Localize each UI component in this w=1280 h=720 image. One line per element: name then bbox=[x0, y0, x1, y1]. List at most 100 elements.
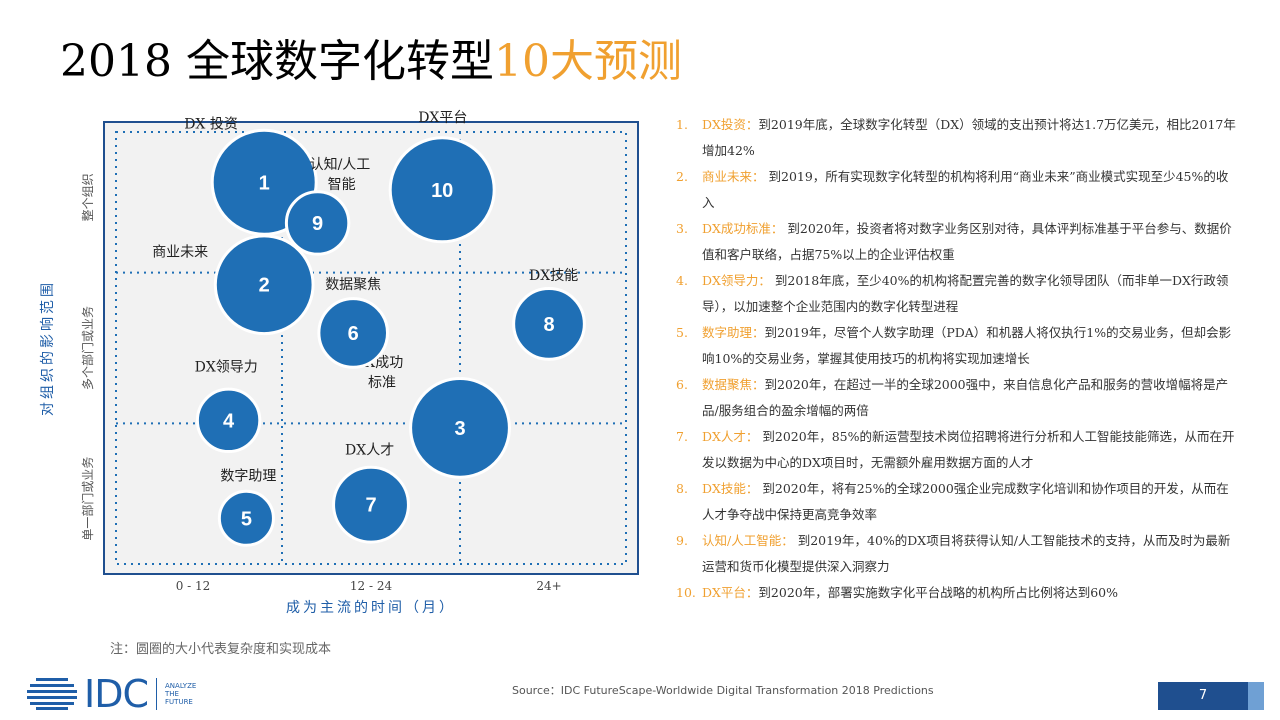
bubble-8 bbox=[512, 287, 586, 361]
idc-globe-icon bbox=[27, 678, 77, 710]
bubble-label: DX领导力 bbox=[195, 359, 258, 375]
prediction-item: 10. DX平台：到2020年，部署实施数字化平台战略的机构所占比例将达到60% bbox=[676, 580, 1236, 606]
prediction-heading: DX技能： bbox=[702, 481, 759, 496]
idc-wordmark: IDC bbox=[84, 672, 149, 716]
prediction-item: 1. DX投资：到2019年底，全球数字化转型（DX）领域的支出预计将达1.7万亿… bbox=[676, 112, 1236, 164]
bubble-5 bbox=[217, 489, 275, 547]
prediction-heading: DX成功标准： bbox=[702, 221, 784, 236]
bubble-number: 9 bbox=[312, 213, 323, 235]
prediction-item: 2. 商业未来： 到2019，所有实现数字化转型的机构将利用“商业未来”商业模式实… bbox=[676, 164, 1236, 216]
prediction-heading: DX人才： bbox=[702, 429, 759, 444]
y-tick-label: 整个组织 bbox=[80, 173, 95, 221]
prediction-item: 7. DX人才： 到2020年，85%的新运营型技术岗位招聘将进行分析和人工智能技… bbox=[676, 424, 1236, 476]
bubble-chart: 0 - 12 12 - 24 24+ 成为主流的时间（月） 单一部门或业务多个部门或业务… bbox=[39, 110, 639, 616]
prediction-item: 4. DX领导力： 到2018年底，至少40%的机构将配置完善的数字化领导团队（而… bbox=[676, 268, 1236, 320]
prediction-item: 5. 数字助理：到2019年，尽管个人数字助理（PDA）和机器人将仅执行1%的交易… bbox=[676, 320, 1236, 372]
x-tick-label: 0 - 12 bbox=[176, 579, 211, 593]
prediction-description: 到2018年底，至少40%的机构将配置完善的数字化领导团队（而非单一DX行政领导… bbox=[702, 273, 1229, 314]
bubble-number: 8 bbox=[543, 314, 554, 336]
bubble-number: 2 bbox=[259, 275, 270, 297]
prediction-text: DX平台：到2020年，部署实施数字化平台战略的机构所占比例将达到60% bbox=[702, 580, 1236, 606]
y-axis-label: 对组织的影响范围 bbox=[39, 280, 56, 416]
x-tick-label: 12 - 24 bbox=[350, 579, 393, 593]
bubble-3 bbox=[409, 376, 511, 479]
bubble-label: 认知/人工 bbox=[310, 156, 371, 173]
prediction-text: DX领导力： 到2018年底，至少40%的机构将配置完善的数字化领导团队（而非单… bbox=[702, 268, 1236, 320]
bubble-label: DX 投资 bbox=[184, 116, 238, 132]
prediction-heading: DX领导力： bbox=[702, 273, 771, 288]
prediction-item: 9. 认知/人工智能： 到2019年，40%的DX项目将获得认知/人工智能技术的支… bbox=[676, 528, 1236, 580]
prediction-description: 到2020年，85%的新运营型技术岗位招聘将进行分析和人工智能技能筛选，从而在开… bbox=[702, 429, 1235, 470]
title-main: 2018 全球数字化转型 bbox=[60, 36, 494, 87]
prediction-item: 8. DX技能： 到2020年，将有25%的全球2000强企业完成数字化培训和协作… bbox=[676, 476, 1236, 528]
logo-tagline: ANALYZE THE FUTURE bbox=[165, 682, 197, 706]
page-title: 2018 全球数字化转型10大预测 bbox=[60, 34, 682, 90]
prediction-text: 数据聚焦：到2020年，在超过一半的全球2000强中，来自信息化产品和服务的营收… bbox=[702, 372, 1236, 424]
bubble-10 bbox=[388, 136, 496, 244]
prediction-number: 3. bbox=[676, 221, 688, 236]
prediction-number: 10. bbox=[676, 585, 696, 600]
title-highlight: 10大预测 bbox=[493, 36, 682, 87]
x-tick-label: 24+ bbox=[536, 579, 561, 593]
page-number-bar: 7 bbox=[1158, 682, 1264, 710]
prediction-description: 到2019年底，全球数字化转型（DX）领域的支出预计将达1.7万亿美元，相比20… bbox=[702, 117, 1236, 158]
prediction-heading: 数字助理： bbox=[702, 325, 765, 340]
bubble-number: 4 bbox=[223, 410, 235, 432]
page-bar-accent bbox=[1248, 682, 1264, 710]
bubble-label: 数据聚焦 bbox=[325, 277, 381, 293]
prediction-description: 到2020年，部署实施数字化平台战略的机构所占比例将达到60% bbox=[758, 585, 1119, 600]
prediction-text: 数字助理：到2019年，尽管个人数字助理（PDA）和机器人将仅执行1%的交易业务… bbox=[702, 320, 1236, 372]
prediction-number: 1. bbox=[676, 117, 688, 132]
source-citation: Source：IDC FutureScape-Worldwide Digital… bbox=[512, 684, 934, 697]
bubble-label: 标准 bbox=[368, 375, 396, 391]
y-tick-label: 多个部门或业务 bbox=[80, 306, 95, 390]
idc-logo: IDC ANALYZE THE FUTURE bbox=[26, 672, 197, 716]
prediction-list: 1. DX投资：到2019年底，全球数字化转型（DX）领域的支出预计将达1.7万亿… bbox=[676, 112, 1236, 606]
prediction-description: 到2019，所有实现数字化转型的机构将利用“商业未来”商业模式实现至少45%的收… bbox=[702, 169, 1229, 210]
bubble-label: 商业未来 bbox=[152, 245, 208, 261]
prediction-number: 8. bbox=[676, 481, 688, 496]
bubble-number: 5 bbox=[241, 508, 252, 530]
prediction-item: 3. DX成功标准： 到2020年，投资者将对数字业务区别对待，具体评判标准基于平… bbox=[676, 216, 1236, 268]
prediction-number: 9. bbox=[676, 533, 688, 548]
bubble-number: 6 bbox=[348, 323, 359, 345]
bubble-7 bbox=[332, 465, 410, 544]
bubble-4 bbox=[195, 387, 262, 454]
logo-divider bbox=[156, 678, 158, 710]
prediction-text: DX技能： 到2020年，将有25%的全球2000强企业完成数字化培训和协作项目… bbox=[702, 476, 1236, 528]
page-number: 7 bbox=[1198, 688, 1208, 703]
prediction-heading: 数据聚焦： bbox=[702, 377, 765, 392]
x-axis-label: 成为主流的时间（月） bbox=[286, 600, 456, 616]
prediction-text: 认知/人工智能： 到2019年，40%的DX项目将获得认知/人工智能技术的支持，… bbox=[702, 528, 1236, 580]
prediction-description: 到2019年，40%的DX项目将获得认知/人工智能技术的支持，从而及时为最新运营… bbox=[702, 533, 1231, 574]
bubble-label: DX技能 bbox=[529, 268, 578, 284]
prediction-number: 2. bbox=[676, 169, 688, 184]
prediction-heading: DX平台： bbox=[702, 585, 759, 600]
prediction-text: DX人才： 到2020年，85%的新运营型技术岗位招聘将进行分析和人工智能技能筛… bbox=[702, 424, 1236, 476]
bubble-label: DX平台 bbox=[418, 110, 467, 126]
prediction-item: 6. 数据聚焦：到2020年，在超过一半的全球2000强中，来自信息化产品和服务的… bbox=[676, 372, 1236, 424]
prediction-heading: DX投资： bbox=[702, 117, 759, 132]
prediction-description: 到2020年，投资者将对数字业务区别对待，具体评判标准基于平台参与、数据价值和客… bbox=[702, 221, 1232, 262]
bubble-number: 7 bbox=[365, 495, 376, 517]
prediction-number: 5. bbox=[676, 325, 688, 340]
bubble-number: 3 bbox=[454, 418, 465, 440]
y-tick-label: 单一部门或业务 bbox=[80, 457, 95, 541]
bubble-9 bbox=[284, 190, 351, 256]
prediction-number: 7. bbox=[676, 429, 688, 444]
bubble-2 bbox=[213, 234, 315, 336]
chart-note: 注：圆圈的大小代表复杂度和实现成本 bbox=[110, 642, 332, 657]
prediction-number: 6. bbox=[676, 377, 688, 392]
dotted-frame bbox=[115, 131, 627, 565]
prediction-description: 到2019年，尽管个人数字助理（PDA）和机器人将仅执行1%的交易业务，但却会影… bbox=[702, 325, 1232, 366]
prediction-description: 到2020年，在超过一半的全球2000强中，来自信息化产品和服务的营收增幅将是产… bbox=[702, 377, 1229, 418]
bubble-label: 智能 bbox=[328, 177, 356, 193]
bubble-number: 1 bbox=[259, 172, 270, 194]
prediction-description: 到2020年，将有25%的全球2000强企业完成数字化培训和协作项目的开发，从而… bbox=[702, 481, 1229, 522]
prediction-heading: 认知/人工智能： bbox=[702, 533, 794, 548]
prediction-text: DX成功标准： 到2020年，投资者将对数字业务区别对待，具体评判标准基于平台参… bbox=[702, 216, 1236, 268]
prediction-text: DX投资：到2019年底，全球数字化转型（DX）领域的支出预计将达1.7万亿美元… bbox=[702, 112, 1236, 164]
bubble-6 bbox=[317, 297, 390, 369]
prediction-heading: 商业未来： bbox=[702, 169, 765, 184]
bubble-label: DX人才 bbox=[345, 443, 394, 459]
